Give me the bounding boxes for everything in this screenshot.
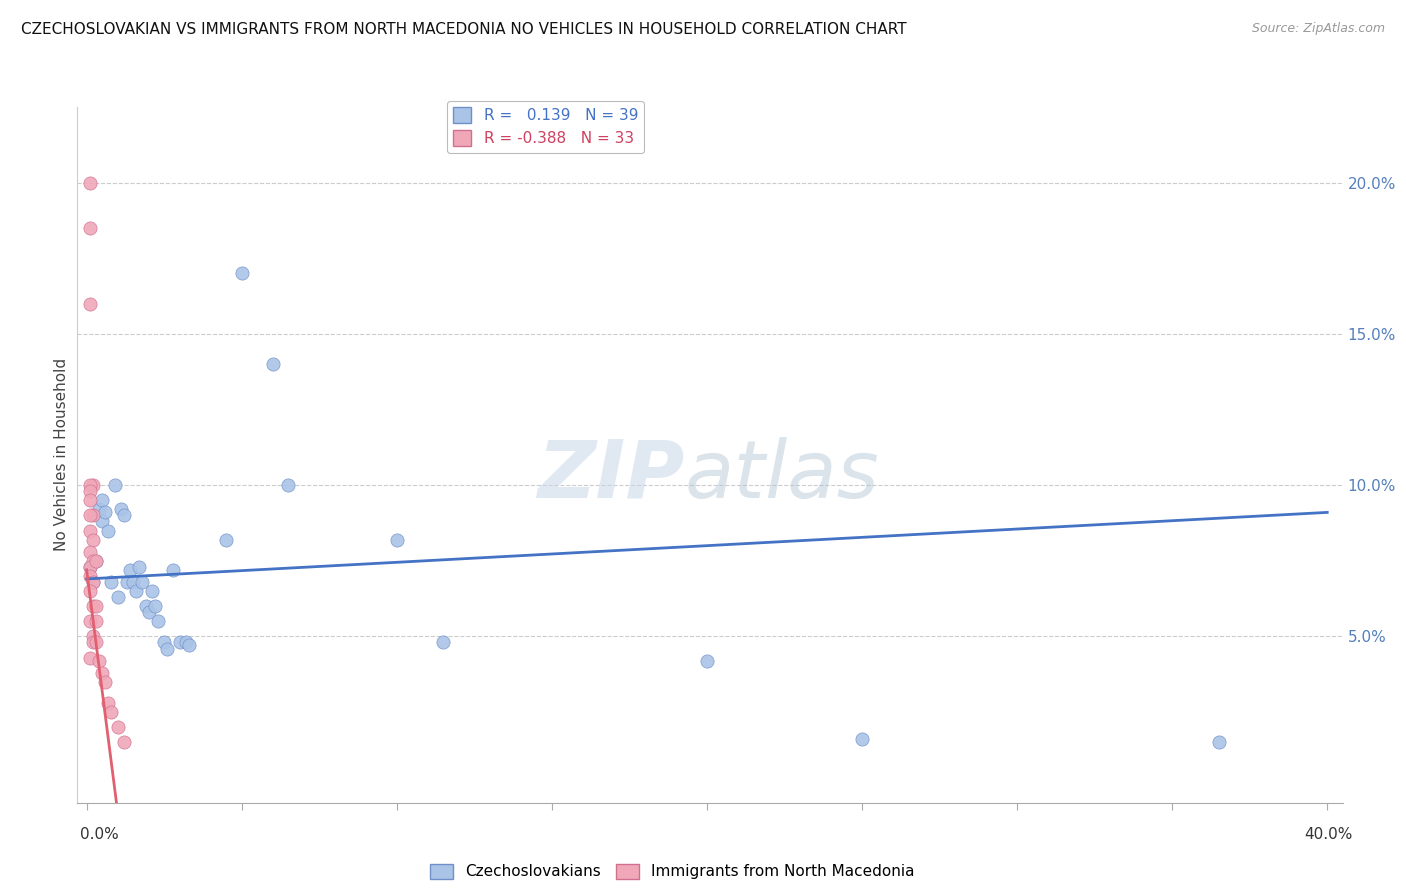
Point [91, 493, 114, 508]
Point [277, 478, 299, 492]
Point [79, 478, 101, 492]
Point [79, 559, 101, 574]
Point [131, 574, 153, 589]
Point [112, 508, 135, 523]
Point [79, 569, 101, 583]
Point [79, 615, 101, 629]
Point [215, 533, 238, 547]
Point [696, 654, 718, 668]
Point [162, 563, 184, 577]
Point [174, 635, 197, 649]
Point [87, 654, 110, 668]
Point [82, 574, 104, 589]
Point [156, 641, 179, 656]
Point [82, 635, 104, 649]
Point [82, 629, 104, 643]
Point [79, 584, 101, 599]
Text: atlas: atlas [685, 437, 880, 515]
Point [82, 533, 104, 547]
Point [91, 515, 114, 529]
Point [177, 639, 200, 653]
Text: CZECHOSLOVAKIAN VS IMMIGRANTS FROM NORTH MACEDONIA NO VEHICLES IN HOUSEHOLD CORR: CZECHOSLOVAKIAN VS IMMIGRANTS FROM NORTH… [21, 22, 907, 37]
Point [84, 635, 107, 649]
Text: 40.0%: 40.0% [1305, 827, 1353, 841]
Point [82, 574, 104, 589]
Point [79, 650, 101, 665]
Point [110, 502, 132, 516]
Point [122, 574, 145, 589]
Point [79, 508, 101, 523]
Text: Source: ZipAtlas.com: Source: ZipAtlas.com [1251, 22, 1385, 36]
Point [103, 478, 125, 492]
Point [851, 732, 873, 747]
Point [94, 505, 117, 519]
Text: 0.0%: 0.0% [80, 827, 120, 841]
Point [84, 615, 107, 629]
Point [112, 735, 135, 749]
Point [385, 533, 408, 547]
Point [115, 574, 138, 589]
Point [107, 590, 129, 604]
Point [82, 478, 104, 492]
Y-axis label: No Vehicles in Household: No Vehicles in Household [53, 359, 69, 551]
Point [84, 554, 107, 568]
Point [84, 599, 107, 614]
Point [79, 176, 101, 190]
Point [79, 559, 101, 574]
Point [120, 563, 141, 577]
Point [82, 554, 104, 568]
Point [231, 267, 253, 281]
Point [143, 599, 166, 614]
Point [432, 635, 454, 649]
Point [91, 665, 114, 680]
Legend: Czechoslovakians, Immigrants from North Macedonia: Czechoslovakians, Immigrants from North … [423, 857, 921, 886]
Point [153, 635, 176, 649]
Point [125, 584, 148, 599]
Point [146, 615, 169, 629]
Point [87, 502, 110, 516]
Point [107, 720, 129, 734]
Point [135, 599, 157, 614]
Point [169, 635, 191, 649]
Point [1208, 735, 1230, 749]
Point [79, 221, 101, 235]
Point [262, 357, 284, 371]
Point [100, 705, 122, 719]
Point [79, 493, 101, 508]
Point [141, 584, 163, 599]
Point [100, 574, 122, 589]
Point [94, 674, 117, 689]
Point [84, 554, 107, 568]
Point [82, 508, 104, 523]
Point [79, 545, 101, 559]
Text: ZIP: ZIP [537, 437, 685, 515]
Point [82, 599, 104, 614]
Point [79, 484, 101, 499]
Point [97, 696, 120, 710]
Point [79, 296, 101, 310]
Point [128, 559, 150, 574]
Point [79, 524, 101, 538]
Point [138, 605, 160, 619]
Point [97, 524, 120, 538]
